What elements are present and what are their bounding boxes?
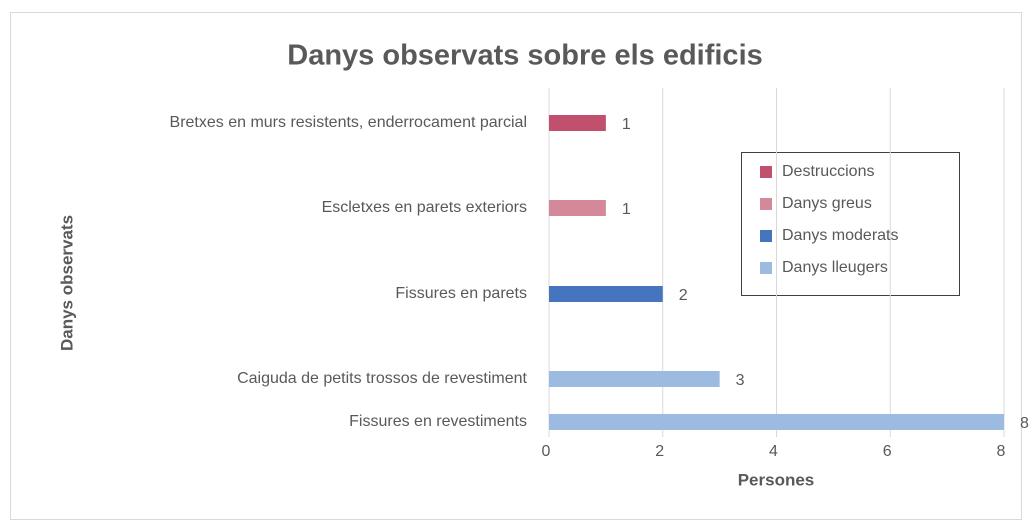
data-label: 8: [1020, 415, 1029, 432]
bar: [549, 371, 720, 387]
x-tick-label: 4: [769, 443, 778, 460]
data-label: 1: [622, 116, 631, 133]
legend-swatch: [760, 230, 772, 242]
y-tick-label: Fissures en revestiments: [349, 413, 527, 430]
y-tick-label: Fissures en parets: [395, 285, 527, 302]
bar: [549, 286, 663, 302]
x-tick-label: 6: [883, 443, 892, 460]
x-tick-label: 8: [997, 443, 1006, 460]
y-axis-title: Danys observats: [57, 215, 76, 351]
legend-label: Danys moderats: [782, 227, 899, 244]
data-label: 2: [679, 287, 688, 304]
legend-label: Danys lleugers: [782, 259, 888, 276]
legend-label: Destruccions: [782, 163, 874, 180]
legend-swatch: [760, 166, 772, 178]
bar: [549, 115, 606, 131]
x-tick-label: 2: [655, 443, 664, 460]
bar: [549, 200, 606, 216]
legend-swatch: [760, 198, 772, 210]
y-tick-label: Caiguda de petits trossos de revestiment: [237, 370, 527, 387]
y-tick-label: Escletxes en parets exteriors: [322, 199, 527, 216]
bar: [549, 414, 1004, 430]
legend-label: Danys greus: [782, 195, 872, 212]
x-tick-label: 0: [542, 443, 551, 460]
x-axis-title: Persones: [738, 470, 815, 489]
legend-box: [741, 152, 960, 296]
data-label: 3: [736, 372, 745, 389]
chart-title: Danys observats sobre els edificis: [287, 40, 763, 72]
legend-swatch: [760, 262, 772, 274]
y-tick-label: Bretxes en murs resistents, enderrocamen…: [170, 114, 527, 131]
data-label: 1: [622, 201, 631, 218]
